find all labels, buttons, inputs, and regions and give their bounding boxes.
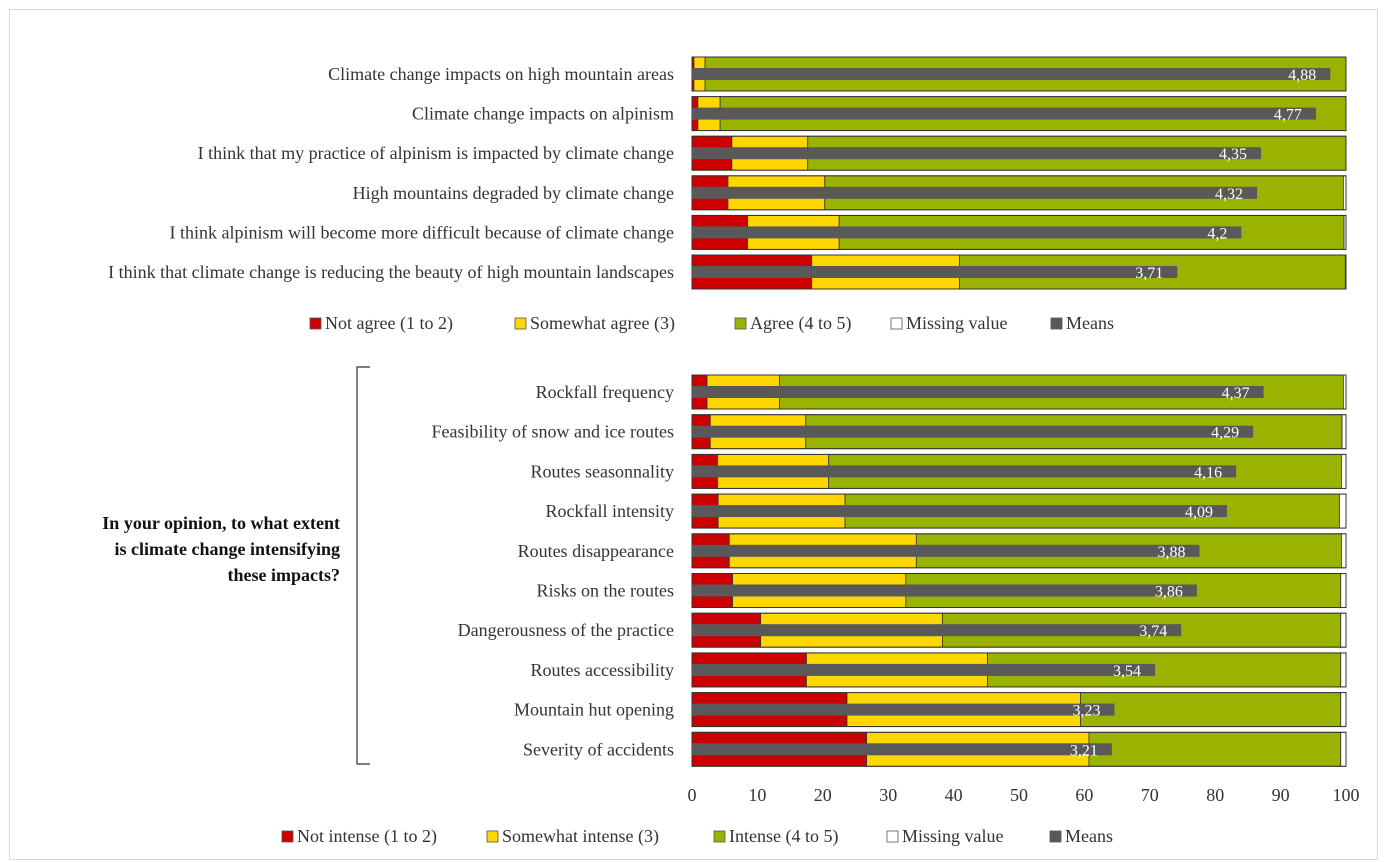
category-label: Rockfall intensity: [546, 501, 674, 521]
means-bar: [692, 505, 1227, 518]
means-value-label: 4,35: [1219, 146, 1247, 163]
means-bar: [692, 68, 1331, 80]
legend-swatch: [886, 830, 899, 843]
x-tick-label: 40: [945, 785, 963, 805]
legend-swatch: [486, 830, 499, 843]
means-value-label: 4,88: [1288, 67, 1316, 84]
missing-segment: [1341, 453, 1347, 489]
means-value-label: 4,37: [1222, 385, 1250, 402]
means-bar: [692, 147, 1261, 160]
means-value-label: 3,71: [1135, 265, 1163, 282]
means-value-label: 3,74: [1139, 623, 1167, 640]
question-bracket: [356, 366, 370, 765]
missing-segment: [1340, 612, 1347, 648]
agree-segment: [1088, 731, 1342, 767]
missing-segment: [1339, 493, 1347, 529]
means-value-label: 3,21: [1070, 742, 1098, 759]
agree-segment: [1080, 692, 1342, 727]
legend-swatch: [309, 317, 322, 330]
means-value-label: 4,32: [1215, 186, 1243, 203]
legend-swatch: [890, 317, 903, 330]
category-label: I think alpinism will become more diffic…: [169, 222, 674, 242]
means-value-label: 4,16: [1194, 464, 1222, 481]
category-label: Mountain hut opening: [514, 700, 674, 720]
question-text: In your opinion, to what extent is clima…: [30, 510, 340, 588]
category-label: Feasibility of snow and ice routes: [432, 422, 674, 442]
means-bar: [692, 226, 1242, 239]
means-value-label: 3,88: [1158, 544, 1186, 561]
x-tick-label: 70: [1141, 785, 1159, 805]
question-line-1: In your opinion, to what extent: [102, 513, 340, 533]
x-tick-label: 0: [688, 785, 697, 805]
means-bar: [692, 624, 1182, 637]
category-label: Routes disappearance: [518, 541, 674, 561]
legend-label: Missing value: [906, 313, 1008, 333]
means-bar: [692, 186, 1258, 199]
means-value-label: 3,23: [1072, 703, 1100, 720]
legend-swatch: [734, 317, 747, 330]
means-value-label: 4,77: [1274, 107, 1302, 124]
x-tick-label: 20: [814, 785, 832, 805]
x-tick-label: 90: [1272, 785, 1290, 805]
category-label: Rockfall frequency: [536, 382, 674, 402]
legend-swatch: [514, 317, 527, 330]
legend-label: Intense (4 to 5): [729, 826, 838, 847]
means-bar: [692, 703, 1115, 716]
legend-swatch: [1050, 317, 1063, 330]
legend-label: Agree (4 to 5): [750, 313, 851, 334]
legend-label: Not agree (1 to 2): [325, 313, 453, 334]
means-bar: [692, 743, 1112, 756]
category-label: Dangerousness of the practice: [458, 620, 674, 640]
legend-label: Means: [1065, 826, 1113, 846]
means-value-label: 4,2: [1207, 225, 1227, 242]
legend-label: Not intense (1 to 2): [297, 826, 437, 847]
legend-swatch: [281, 830, 294, 843]
x-tick-label: 80: [1206, 785, 1224, 805]
legend-swatch: [1049, 830, 1062, 843]
means-value-label: 4,29: [1211, 425, 1239, 442]
missing-segment: [1340, 731, 1347, 767]
means-value-label: 3,54: [1113, 663, 1141, 680]
means-bar: [692, 107, 1316, 120]
category-label: Routes seasonnality: [531, 461, 674, 481]
category-label: I think that my practice of alpinism is …: [198, 143, 674, 163]
x-tick-label: 100: [1333, 785, 1360, 805]
legend-label: Somewhat intense (3): [502, 826, 659, 847]
missing-segment: [1341, 533, 1347, 569]
question-line-3: these impacts?: [227, 565, 340, 585]
x-tick-label: 60: [1075, 785, 1093, 805]
category-label: Severity of accidents: [523, 739, 674, 759]
means-bar: [692, 425, 1254, 438]
missing-segment: [1341, 414, 1347, 450]
legend-label: Missing value: [902, 826, 1004, 846]
question-line-2: is climate change intensifying: [114, 539, 341, 559]
category-label: Climate change impacts on alpinism: [412, 104, 674, 124]
means-bar: [692, 465, 1237, 478]
category-label: Risks on the routes: [537, 581, 675, 601]
x-tick-label: 10: [748, 785, 766, 805]
x-tick-label: 30: [879, 785, 897, 805]
means-bar: [692, 663, 1156, 676]
missing-segment: [1340, 692, 1347, 727]
category-label: I think that climate change is reducing …: [108, 262, 674, 282]
legend-label: Means: [1066, 313, 1114, 333]
x-tick-label: 50: [1010, 785, 1028, 805]
means-bar: [692, 544, 1200, 557]
means-bar: [692, 266, 1178, 278]
legend-swatch: [713, 830, 726, 843]
means-bar: [692, 584, 1197, 597]
means-value-label: 4,09: [1185, 504, 1213, 521]
means-value-label: 3,86: [1155, 584, 1183, 601]
category-label: Routes accessibility: [531, 660, 674, 680]
category-label: Climate change impacts on high mountain …: [328, 64, 674, 84]
missing-segment: [1340, 652, 1347, 688]
legend-label: Somewhat agree (3): [530, 313, 675, 334]
missing-segment: [1340, 573, 1347, 608]
category-label: High mountains degraded by climate chang…: [353, 183, 674, 203]
means-bar: [692, 386, 1264, 398]
